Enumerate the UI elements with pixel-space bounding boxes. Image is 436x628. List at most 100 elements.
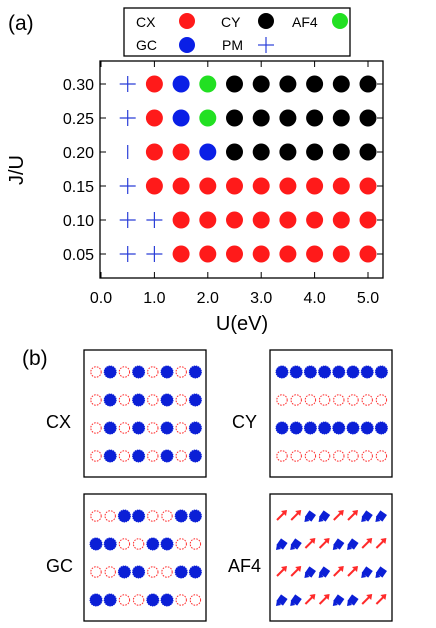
spin-down-site — [90, 422, 102, 434]
y-tick-label: 0.20 — [63, 145, 94, 162]
spin-down-site — [347, 394, 359, 406]
spin-up-site — [346, 365, 360, 379]
spin-up-arrow — [361, 538, 373, 549]
spin-down-site — [175, 394, 187, 406]
pm-marker — [119, 246, 136, 262]
cx-marker — [252, 177, 270, 195]
spin-down-site — [175, 538, 187, 550]
legend-label-cx: CX — [136, 14, 156, 30]
spin-down-site — [189, 594, 202, 606]
axis-ticks: 0.0 1.0 2.0 3.0 4.0 5.0 0.05 0.10 0.15 0.20 0.25 0.… — [63, 61, 383, 307]
spin-down-arrow — [347, 538, 359, 550]
spin-up-site — [146, 537, 160, 551]
cy-marker — [359, 109, 377, 127]
spin-up-arrow — [361, 594, 373, 605]
cy-marker — [226, 75, 243, 93]
legend-label-cy: CY — [221, 14, 241, 30]
spin-up-site — [303, 365, 317, 379]
cx-marker — [199, 211, 217, 229]
spin-up-site — [103, 421, 117, 435]
x-tick-label: 4.0 — [303, 290, 325, 307]
cy-marker — [306, 109, 324, 127]
cy-marker — [252, 143, 270, 161]
spin-up-site — [132, 509, 146, 523]
pattern-label: GC — [46, 556, 73, 576]
cx-marker — [172, 143, 190, 161]
spin-up-site — [103, 365, 117, 379]
spin-down-site — [375, 394, 388, 406]
spin-up-site — [117, 509, 131, 523]
spin-down-site — [161, 566, 173, 578]
spin-up-site — [89, 537, 103, 551]
panel-a-label: (a) — [8, 12, 34, 35]
spin-down-site — [132, 538, 145, 550]
cx-marker — [252, 211, 270, 229]
spin-down-site — [347, 450, 359, 462]
cx-marker — [172, 245, 190, 263]
spin-down-site — [132, 594, 145, 606]
spin-up-site — [275, 421, 289, 435]
spin-down-site — [290, 450, 302, 462]
spin-up-arrow — [318, 594, 330, 605]
cx-marker — [145, 177, 163, 195]
cy-marker — [359, 75, 377, 93]
spin-up-site — [103, 593, 117, 607]
spin-down-site — [147, 510, 159, 522]
pattern-frame — [269, 349, 393, 478]
spin-down-site — [118, 366, 131, 378]
cy-marker — [332, 109, 350, 127]
spin-down-site — [147, 394, 159, 406]
cx-marker — [172, 211, 190, 229]
spin-up-site — [146, 593, 160, 607]
cy-marker — [279, 75, 297, 93]
spin-down-arrow — [318, 566, 331, 578]
spin-up-site — [188, 449, 202, 463]
cx-marker — [145, 75, 163, 93]
spin-up-site — [117, 565, 131, 579]
cx-marker — [306, 211, 324, 229]
cx-marker — [226, 211, 243, 229]
spin-down-site — [318, 394, 331, 406]
cx-marker — [332, 211, 350, 229]
legend-frame — [123, 7, 351, 57]
spin-up-site — [346, 421, 360, 435]
spin-up-site — [174, 509, 188, 523]
spin-up-site — [160, 365, 174, 379]
pattern-label: CX — [46, 412, 71, 432]
spin-down-site — [175, 366, 187, 378]
spin-down-arrow — [332, 538, 345, 550]
pattern-frame — [83, 493, 207, 622]
spin-down-site — [304, 450, 317, 462]
spin-down-site — [118, 422, 131, 434]
spin-down-arrow — [375, 510, 387, 522]
spin-down-site — [290, 394, 302, 406]
y-tick-label: 0.30 — [63, 77, 94, 94]
plot-frame — [99, 60, 384, 279]
spin-patterns: CX CY GC AF4 — [46, 349, 393, 622]
spin-up-arrow — [375, 538, 387, 549]
cx-marker — [172, 177, 190, 195]
gc-marker — [199, 143, 217, 161]
cy-marker — [226, 143, 243, 161]
y-tick-label: 0.15 — [63, 179, 94, 196]
spin-down-site — [276, 450, 288, 462]
x-tick-label: 2.0 — [197, 290, 219, 307]
spin-up-site — [275, 365, 289, 379]
x-axis-label: U(eV) — [216, 313, 268, 335]
cx-marker — [359, 177, 377, 195]
af4-marker — [199, 109, 217, 127]
spin-up-site — [103, 537, 117, 551]
spin-up-site — [318, 365, 332, 379]
data-markers — [119, 75, 377, 263]
cx-marker — [199, 177, 217, 195]
spin-up-site — [332, 365, 346, 379]
spin-up-arrow — [290, 510, 302, 521]
spin-up-site — [132, 393, 146, 407]
spin-down-site — [161, 510, 173, 522]
y-tick-label: 0.05 — [63, 247, 94, 264]
spin-down-site — [147, 566, 159, 578]
x-tick-label: 5.0 — [357, 290, 379, 307]
legend-label-pm: PM — [222, 37, 243, 53]
spin-down-arrow — [361, 510, 373, 522]
spin-down-site — [118, 394, 131, 406]
